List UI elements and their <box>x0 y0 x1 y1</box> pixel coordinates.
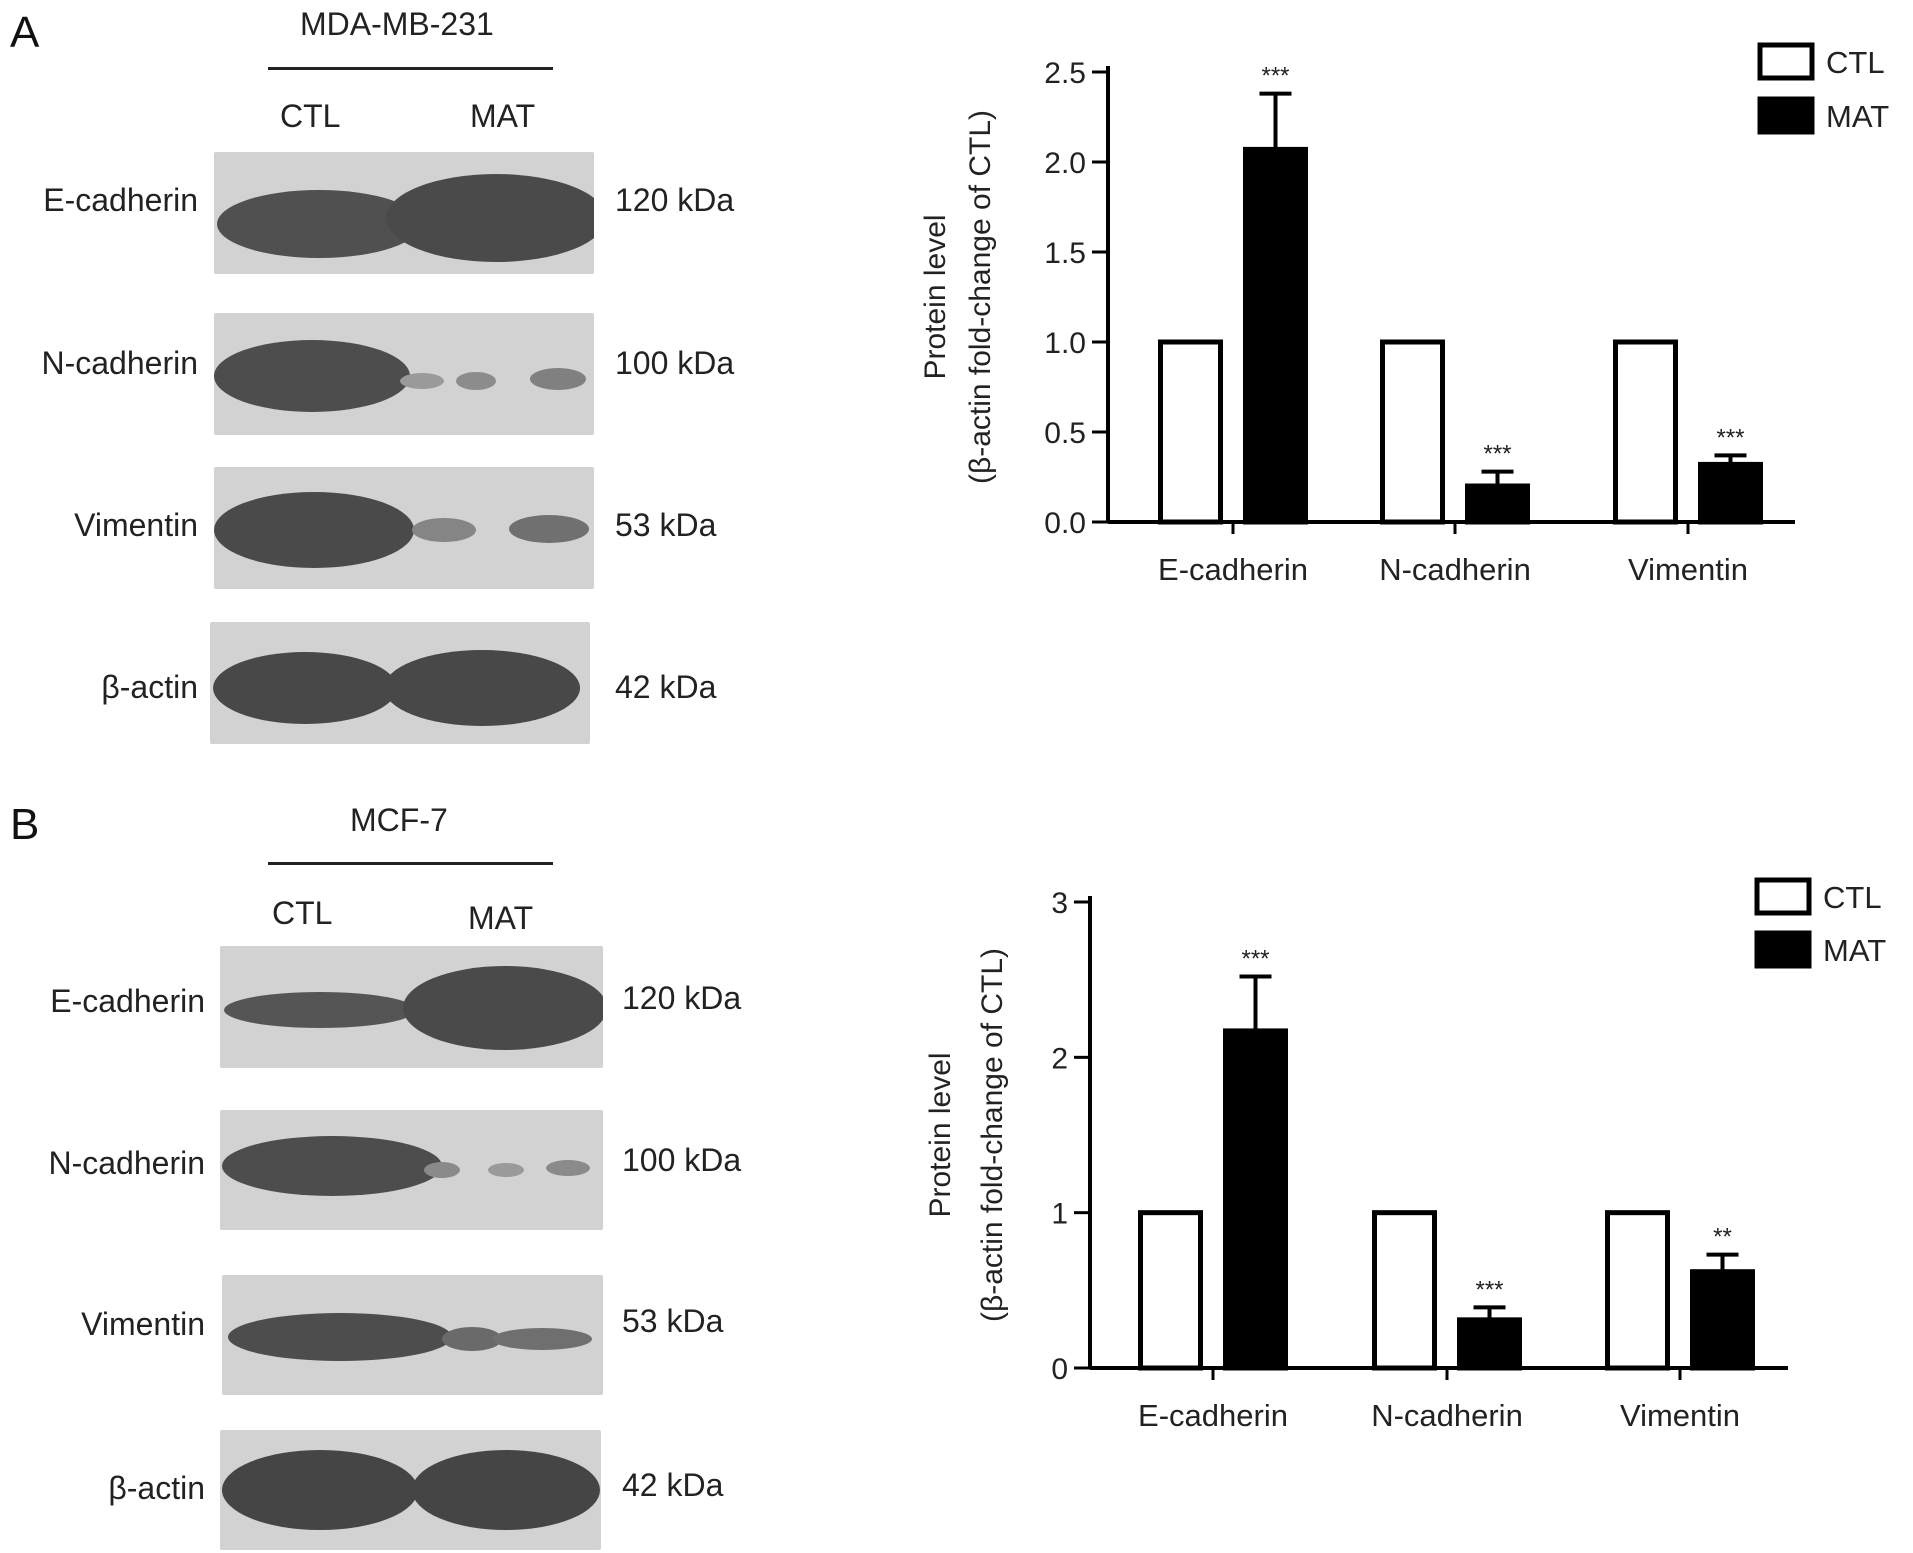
panel-b-blot-label-actin: β-actin <box>108 1470 205 1506</box>
panel-a-lane-ctl: CTL <box>280 98 341 134</box>
chart-a-legend-label-ctl: CTL <box>1826 45 1885 80</box>
chart-a-significance: *** <box>1716 424 1744 451</box>
chart-a-bar-ctl <box>1158 339 1223 525</box>
chart-b-ytick-label: 0 <box>1051 1353 1068 1386</box>
chart-b-bar-mat <box>1690 1269 1755 1371</box>
panel-a-blot-ncad <box>214 313 594 435</box>
chart-a-xtick-label: E-cadherin <box>1158 552 1308 587</box>
chart-a-ytick-label: 0.5 <box>1044 417 1086 450</box>
chart-a-ylabel-line: Protein level <box>919 214 952 379</box>
panel-a-letter: A <box>10 8 40 57</box>
panel-a-blot-size-ncad: 100 kDa <box>615 345 735 381</box>
panel-b-blot-ncad <box>220 1110 603 1230</box>
chart-b-bar-mat <box>1223 1028 1288 1371</box>
chart-a-bar-mat <box>1465 483 1530 525</box>
chart-a-legend-swatch-mat <box>1757 96 1815 135</box>
panel-b-blot-ecad <box>220 946 603 1068</box>
panel-b-lane-ctl: CTL <box>272 895 333 931</box>
chart-b-xtick-label: N-cadherin <box>1371 1398 1523 1433</box>
chart-a-ytick-label: 2.5 <box>1044 57 1086 90</box>
chart-b-ylabel-line: (β-actin fold-change of CTL) <box>976 948 1009 1322</box>
panel-b-blot-size-actin: 42 kDa <box>622 1467 724 1503</box>
panel-a-blot-label-vim: Vimentin <box>74 507 198 543</box>
panel-b-blot-size-ncad: 100 kDa <box>622 1142 742 1178</box>
chart-a-significance: *** <box>1483 441 1511 468</box>
chart-a-ytick-label: 2.0 <box>1044 147 1086 180</box>
chart-b-bar-ctl <box>1138 1210 1203 1371</box>
panel-a-blot-label-actin: β-actin <box>101 669 198 705</box>
panel-a-blot-size-vim: 53 kDa <box>615 507 717 543</box>
chart-a-legend-label-mat: MAT <box>1826 99 1889 134</box>
chart-b-legend-swatch-ctl <box>1754 877 1812 916</box>
panel-b-blot-label-ncad: N-cadherin <box>48 1145 205 1181</box>
chart-a-bar-ctl <box>1613 339 1678 525</box>
panel-b-letter: B <box>10 800 40 849</box>
panel-a-lane-mat: MAT <box>470 98 536 134</box>
panel-b-lane-mat: MAT <box>468 900 534 936</box>
panel-b-blot-actin <box>220 1430 601 1550</box>
chart-b-significance: *** <box>1241 946 1269 973</box>
panel-b-cell-line-underline <box>268 862 553 865</box>
chart-a-significance: *** <box>1261 63 1289 90</box>
chart-a-ytick-label: 0.0 <box>1044 507 1086 540</box>
chart-a-ytick-label: 1.5 <box>1044 237 1086 270</box>
panel-b-blot-vim <box>222 1275 603 1395</box>
chart-a-xtick-label: N-cadherin <box>1379 552 1531 587</box>
panel-a-blot-label-ecad: E-cadherin <box>43 182 198 218</box>
chart-a-ytick-label: 1.0 <box>1044 327 1086 360</box>
chart-b-significance: ** <box>1713 1224 1732 1251</box>
chart-b-ytick-label: 3 <box>1051 887 1068 920</box>
panel-a-blot-label-ncad: N-cadherin <box>41 345 198 381</box>
chart-a-bar-mat <box>1698 461 1763 525</box>
chart-b-significance: *** <box>1475 1276 1503 1303</box>
panel-b-cell-line: MCF-7 <box>350 802 448 838</box>
panel-a-blot-size-ecad: 120 kDa <box>615 182 735 218</box>
chart-b-xtick-label: E-cadherin <box>1138 1398 1288 1433</box>
panel-a-blot-ecad <box>214 152 594 274</box>
panel-b-blot-label-vim: Vimentin <box>81 1306 205 1342</box>
chart-a-ylabel-line: (β-actin fold-change of CTL) <box>964 110 997 484</box>
panel-b-blot-label-ecad: E-cadherin <box>50 983 205 1019</box>
chart-a-bar-ctl <box>1380 339 1445 525</box>
chart-b-ytick-label: 2 <box>1051 1042 1068 1075</box>
panel-a-blot-size-actin: 42 kDa <box>615 669 717 705</box>
chart-b-xtick-label: Vimentin <box>1620 1398 1740 1433</box>
panel-a-cell-line: MDA-MB-231 <box>300 6 494 42</box>
chart-b-legend-label-ctl: CTL <box>1823 880 1882 915</box>
chart-b-legend-swatch-mat <box>1754 930 1812 969</box>
chart-b-ytick-label: 1 <box>1051 1198 1068 1231</box>
panel-b-blot-size-ecad: 120 kDa <box>622 980 742 1016</box>
chart-b-ylabel-line: Protein level <box>924 1052 957 1217</box>
panel-a-cell-line-underline <box>268 67 553 70</box>
chart-b-bar-mat <box>1457 1317 1522 1371</box>
chart-a-legend-swatch-ctl <box>1757 42 1815 81</box>
chart-b-bar-ctl <box>1372 1210 1437 1371</box>
panel-a-blot-actin <box>210 622 590 744</box>
chart-a-xtick-label: Vimentin <box>1628 552 1748 587</box>
panel-b-blot-size-vim: 53 kDa <box>622 1303 724 1339</box>
chart-a-bar-mat <box>1243 146 1308 525</box>
panel-a-blot-vim <box>214 467 594 589</box>
chart-b-bar-ctl <box>1605 1210 1670 1371</box>
chart-b-legend-label-mat: MAT <box>1823 933 1886 968</box>
